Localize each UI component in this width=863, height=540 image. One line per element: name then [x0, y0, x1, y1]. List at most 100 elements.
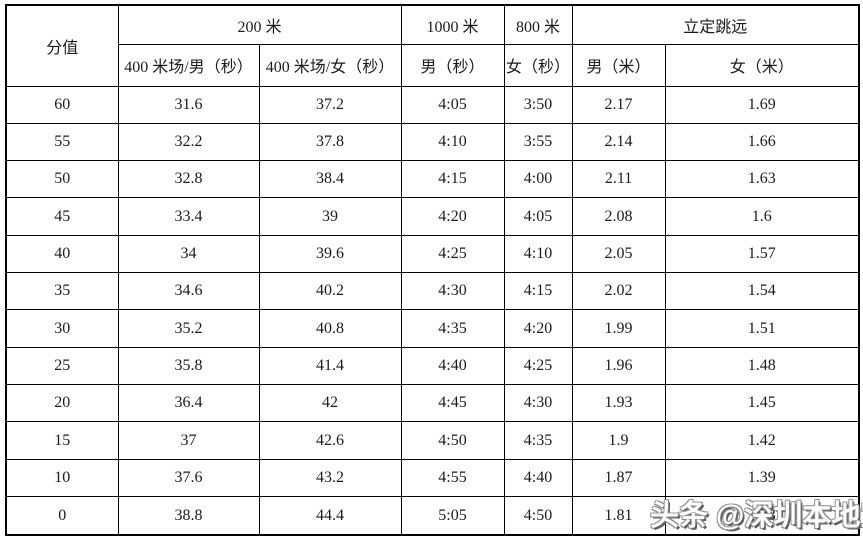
- cell-longjump-male: 2.05: [571, 234, 666, 274]
- score-table: 分值 200 米 1000 米 800 米 立定跳远 400 米场/男（秒） 4…: [5, 4, 861, 536]
- cell-score: 30: [5, 309, 119, 348]
- cell-1000m-male: 4:50: [400, 421, 505, 460]
- cell-1000m-male: 4:30: [400, 272, 505, 311]
- cell-longjump-female: 1.48: [664, 346, 860, 386]
- cell-200m-400track-female: 40.8: [258, 309, 402, 348]
- cell-200m-400track-male: 34.6: [117, 272, 260, 311]
- cell-800m-female: 3:55: [503, 122, 573, 162]
- cell-200m-400track-female: 41.4: [258, 346, 402, 386]
- cell-800m-female: 4:15: [503, 272, 573, 311]
- cell-200m-400track-female: 42.6: [258, 421, 402, 460]
- cell-longjump-male: 1.81: [571, 496, 666, 536]
- table-row: 35 34.6 40.2 4:30 4:15 2.02 1.54: [5, 272, 860, 311]
- cell-800m-female: 4:00: [503, 160, 573, 199]
- table-row: 30 35.2 40.8 4:35 4:20 1.99 1.51: [5, 309, 860, 348]
- table-row: 45 33.4 39 4:20 4:05 2.08 1.6: [5, 197, 860, 236]
- cell-200m-400track-male: 32.8: [117, 160, 260, 199]
- cell-score: 40: [5, 234, 119, 274]
- cell-longjump-male: 1.93: [571, 384, 666, 423]
- header-group-1000m: 1000 米: [400, 4, 505, 45]
- cell-score: 35: [5, 272, 119, 311]
- cell-longjump-male: 1.87: [571, 458, 666, 498]
- table-row: 50 32.8 38.4 4:15 4:00 2.11 1.63: [5, 160, 860, 199]
- cell-longjump-female: 1.33: [664, 496, 860, 536]
- cell-score: 55: [5, 122, 119, 162]
- cell-200m-400track-female: 43.2: [258, 458, 402, 498]
- cell-longjump-male: 2.14: [571, 122, 666, 162]
- cell-longjump-male: 1.96: [571, 346, 666, 386]
- header-score: 分值: [5, 4, 119, 87]
- cell-longjump-male: 2.02: [571, 272, 666, 311]
- cell-1000m-male: 4:15: [400, 160, 505, 199]
- cell-longjump-male: 1.9: [571, 421, 666, 460]
- cell-longjump-female: 1.51: [664, 309, 860, 348]
- cell-longjump-female: 1.42: [664, 421, 860, 460]
- cell-200m-400track-female: 37.2: [258, 85, 402, 124]
- cell-longjump-female: 1.6: [664, 197, 860, 236]
- cell-200m-400track-male: 32.2: [117, 122, 260, 162]
- cell-score: 10: [5, 458, 119, 498]
- cell-longjump-female: 1.66: [664, 122, 860, 162]
- cell-800m-female: 4:05: [503, 197, 573, 236]
- cell-800m-female: 3:50: [503, 85, 573, 124]
- cell-200m-400track-female: 39.6: [258, 234, 402, 274]
- cell-longjump-female: 1.57: [664, 234, 860, 274]
- cell-longjump-female: 1.63: [664, 160, 860, 199]
- cell-200m-400track-male: 34: [117, 234, 260, 274]
- cell-200m-400track-female: 42: [258, 384, 402, 423]
- table-row: 25 35.8 41.4 4:40 4:25 1.96 1.48: [5, 346, 860, 386]
- table-row: 60 31.6 37.2 4:05 3:50 2.17 1.69: [5, 85, 860, 124]
- cell-score: 60: [5, 85, 119, 124]
- cell-score: 50: [5, 160, 119, 199]
- cell-longjump-male: 2.11: [571, 160, 666, 199]
- cell-200m-400track-female: 37.8: [258, 122, 402, 162]
- cell-200m-400track-male: 35.8: [117, 346, 260, 386]
- cell-200m-400track-female: 39: [258, 197, 402, 236]
- table-row: 15 37 42.6 4:50 4:35 1.9 1.42: [5, 421, 860, 460]
- cell-1000m-male: 4:20: [400, 197, 505, 236]
- cell-longjump-female: 1.39: [664, 458, 860, 498]
- cell-200m-400track-male: 35.2: [117, 309, 260, 348]
- header-group-800m: 800 米: [503, 4, 573, 45]
- cell-1000m-male: 4:25: [400, 234, 505, 274]
- cell-1000m-male: 5:05: [400, 496, 505, 536]
- cell-800m-female: 4:35: [503, 421, 573, 460]
- header-longjump-male: 男（米）: [571, 43, 666, 87]
- header-200m-400track-male: 400 米场/男（秒）: [117, 43, 260, 87]
- cell-800m-female: 4:25: [503, 346, 573, 386]
- cell-1000m-male: 4:55: [400, 458, 505, 498]
- cell-1000m-male: 4:35: [400, 309, 505, 348]
- header-group-longjump: 立定跳远: [571, 4, 860, 45]
- table-row: 40 34 39.6 4:25 4:10 2.05 1.57: [5, 234, 860, 274]
- cell-1000m-male: 4:45: [400, 384, 505, 423]
- header-1000m-male: 男（秒）: [400, 43, 505, 87]
- cell-score: 15: [5, 421, 119, 460]
- cell-800m-female: 4:40: [503, 458, 573, 498]
- cell-200m-400track-male: 36.4: [117, 384, 260, 423]
- cell-score: 20: [5, 384, 119, 423]
- cell-800m-female: 4:30: [503, 384, 573, 423]
- cell-score: 0: [5, 496, 119, 536]
- cell-1000m-male: 4:10: [400, 122, 505, 162]
- cell-200m-400track-male: 33.4: [117, 197, 260, 236]
- cell-score: 45: [5, 197, 119, 236]
- cell-200m-400track-male: 37: [117, 421, 260, 460]
- cell-score: 25: [5, 346, 119, 386]
- cell-longjump-male: 1.99: [571, 309, 666, 348]
- cell-200m-400track-male: 31.6: [117, 85, 260, 124]
- cell-800m-female: 4:20: [503, 309, 573, 348]
- cell-1000m-male: 4:40: [400, 346, 505, 386]
- cell-longjump-female: 1.45: [664, 384, 860, 423]
- table-row: 10 37.6 43.2 4:55 4:40 1.87 1.39: [5, 458, 860, 498]
- cell-longjump-male: 2.17: [571, 85, 666, 124]
- header-group-row: 分值 200 米 1000 米 800 米 立定跳远: [5, 4, 860, 87]
- cell-longjump-female: 1.54: [664, 272, 860, 311]
- cell-200m-400track-female: 40.2: [258, 272, 402, 311]
- header-sub-row: 400 米场/男（秒） 400 米场/女（秒） 男（秒） 女（秒） 男（米） 女…: [6, 43, 860, 87]
- cell-800m-female: 4:10: [503, 234, 573, 274]
- table-row: 55 32.2 37.8 4:10 3:55 2.14 1.66: [5, 122, 860, 162]
- cell-200m-400track-male: 37.6: [117, 458, 260, 498]
- cell-200m-400track-female: 38.4: [258, 160, 402, 199]
- cell-1000m-male: 4:05: [400, 85, 505, 124]
